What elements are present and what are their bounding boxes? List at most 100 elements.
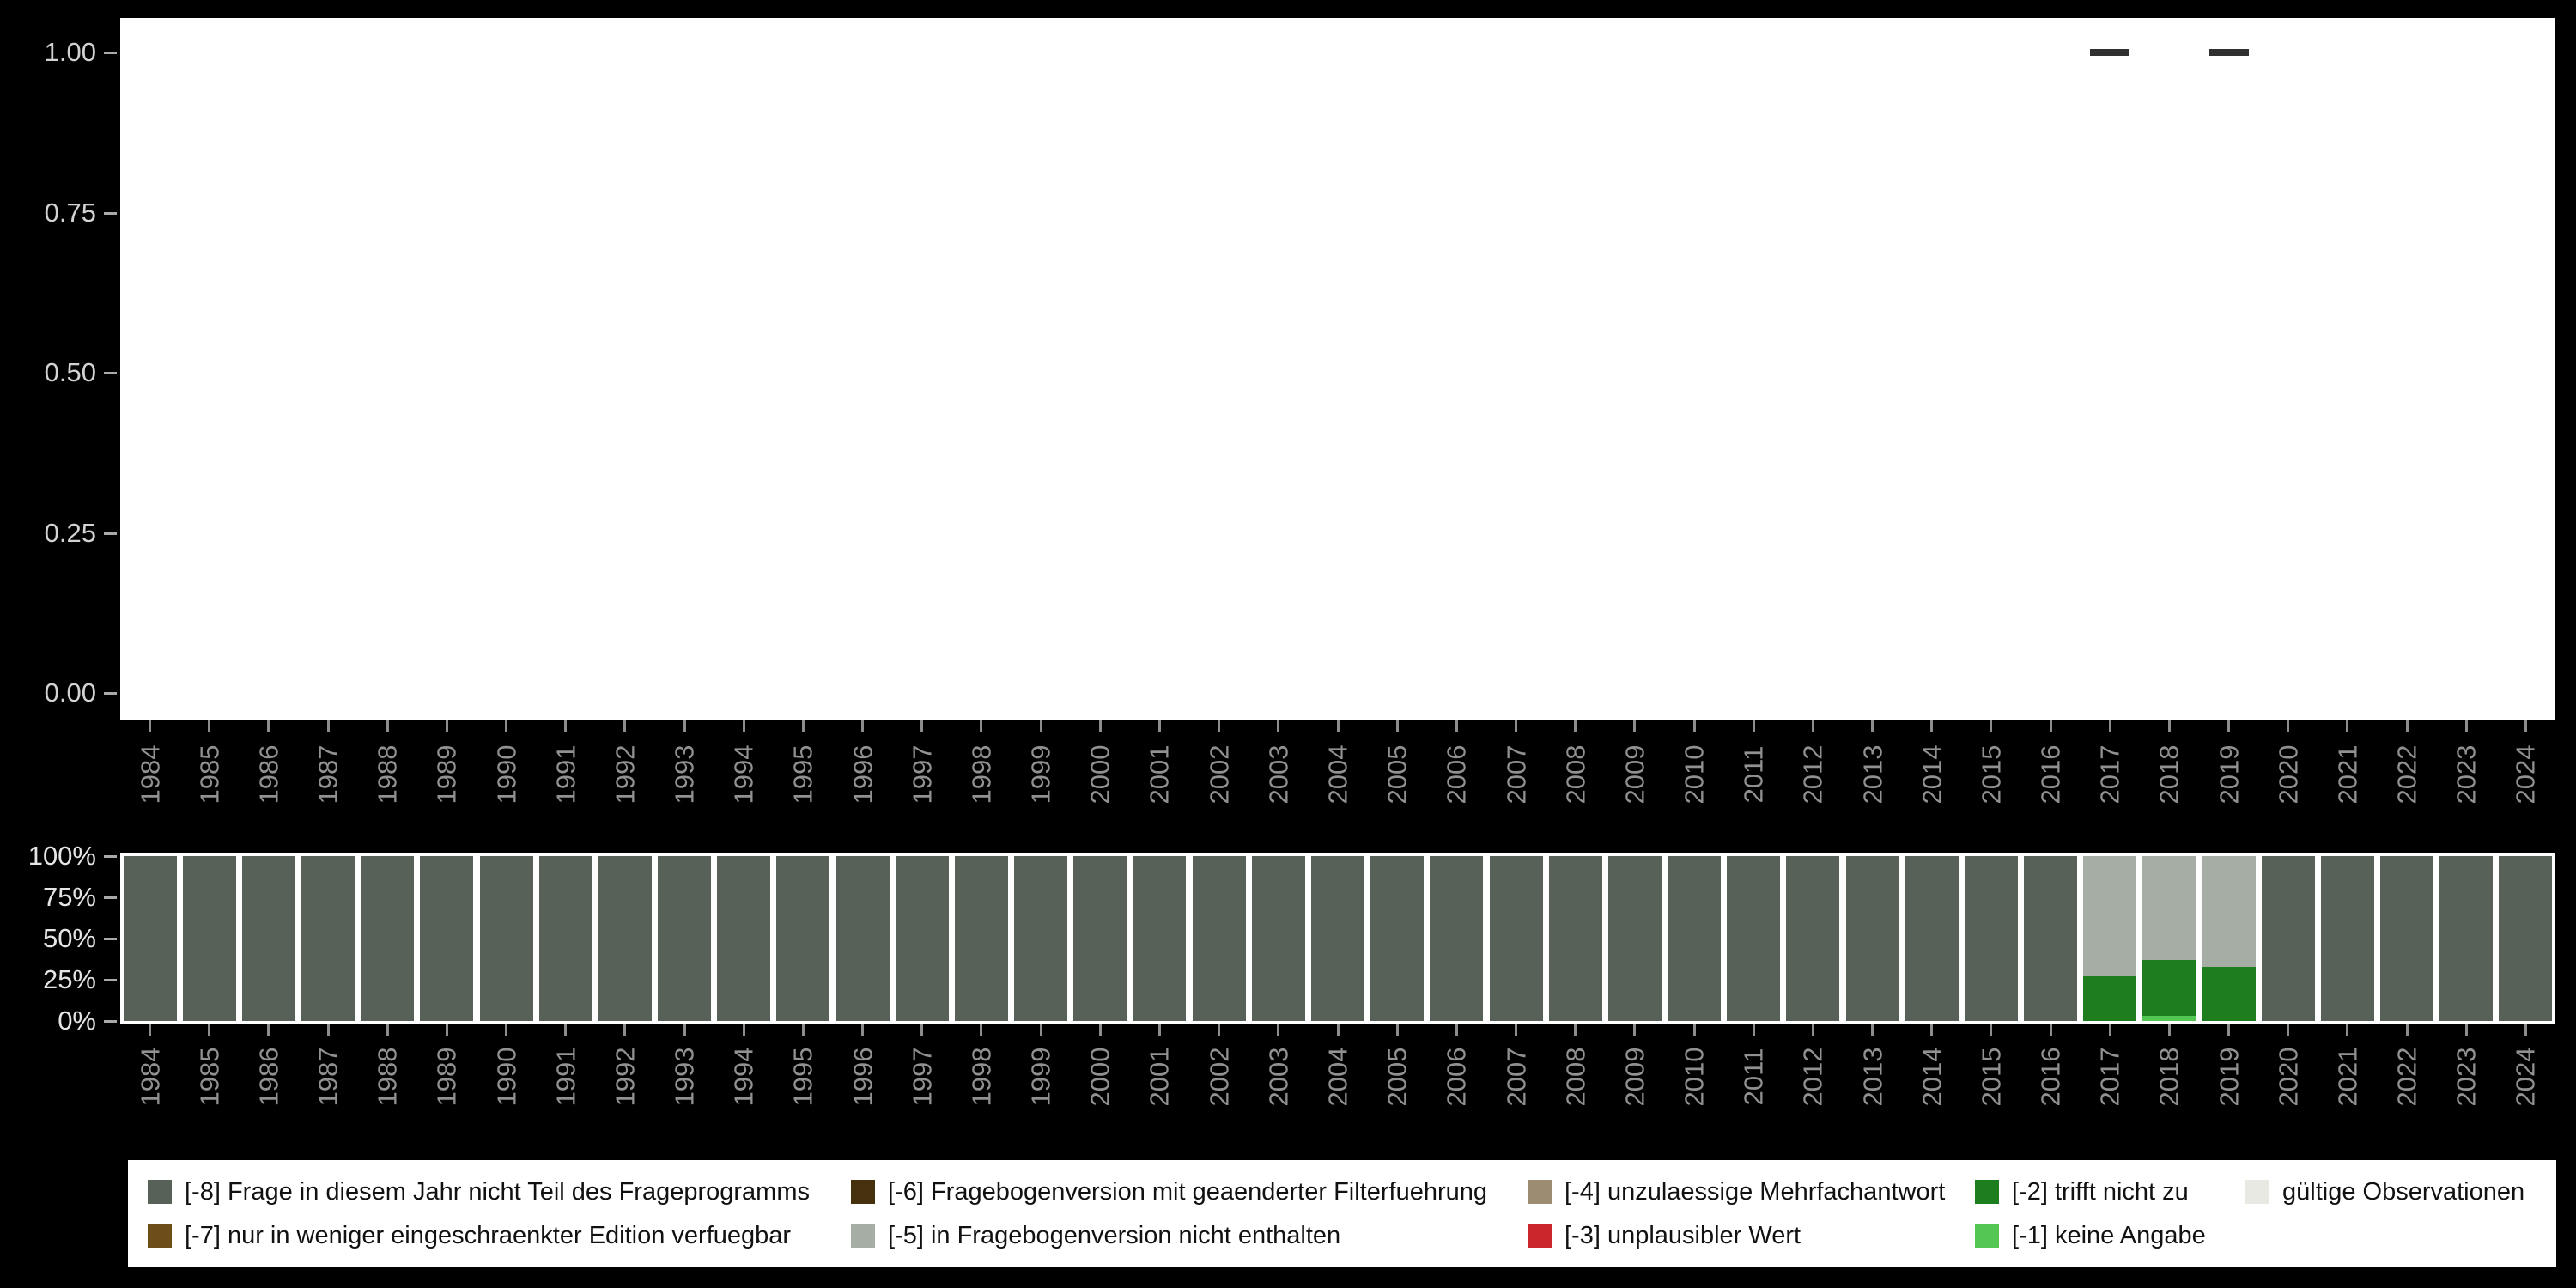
x-axis-tick-mark (2227, 1024, 2231, 1036)
bottom-y-tick-mark (104, 979, 117, 981)
x-axis-tick-mark (742, 1024, 745, 1036)
x-axis-tick-mark (742, 720, 745, 732)
legend-label-m8: [-8] Frage in diesem Jahr nicht Teil des… (185, 1177, 810, 1206)
bar-segment-m8 (1668, 856, 1722, 1021)
bar-segment-m8 (2380, 856, 2434, 1021)
top-y-tick-label: 1.00 (44, 37, 96, 67)
stacked-bar-1988 (361, 856, 415, 1021)
x-axis-tick-mark (980, 1024, 983, 1036)
bar-segment-m8 (895, 856, 949, 1021)
legend-label-m4: [-4] unzulaessige Mehrfachantwort (1564, 1177, 1946, 1206)
year-tick-label: 2013 (1857, 744, 1888, 805)
x-axis-tick-mark (1039, 1024, 1042, 1036)
x-axis-tick-mark (2405, 720, 2409, 732)
stacked-bar-2022 (2380, 856, 2434, 1021)
stacked-bar-1985 (182, 856, 236, 1021)
top-y-tick-mark (104, 532, 117, 535)
year-tick-label: 2003 (1263, 744, 1294, 805)
stacked-bar-2016 (2024, 856, 2078, 1021)
legend-item-valid: gültige Observationen (2245, 1178, 2524, 1206)
stacked-bar-2011 (1727, 856, 1781, 1021)
year-tick-label: 1994 (728, 744, 759, 805)
bottom-y-tick-label: 75% (42, 882, 96, 912)
year-tick-label: 2003 (1263, 1047, 1294, 1107)
x-axis-tick-mark (861, 1024, 865, 1036)
x-axis-tick-mark (2167, 720, 2171, 732)
legend-label-m5: [-5] in Fragebogenversion nicht enthalte… (888, 1221, 1341, 1249)
year-tick-label: 1999 (1025, 744, 1056, 805)
year-tick-label: 1984 (135, 1047, 166, 1107)
legend-item-m7: [-7] nur in weniger eingeschraenkter Edi… (148, 1222, 791, 1249)
x-axis-tick-mark (2167, 1024, 2171, 1036)
year-tick-label: 2020 (2273, 1047, 2304, 1107)
bottom-y-tick-label: 100% (27, 841, 96, 871)
bar-segment-m8 (1192, 856, 1246, 1021)
year-tick-label: 1993 (669, 744, 700, 805)
x-axis-tick-mark (208, 1024, 211, 1036)
bottom-y-tick-label: 0% (58, 1005, 96, 1036)
top-y-tick-mark (104, 692, 117, 695)
x-axis-tick-mark (1098, 720, 1102, 732)
stacked-bar-2010 (1668, 856, 1722, 1021)
x-axis-tick-mark (505, 1024, 508, 1036)
missing-values-panel (120, 853, 2555, 1024)
year-tick-label: 1994 (728, 1047, 759, 1107)
year-tick-label: 2017 (2094, 744, 2125, 805)
year-tick-label: 2006 (1441, 744, 1472, 805)
x-axis-tick-mark (326, 720, 330, 732)
x-axis-tick-mark (861, 720, 865, 732)
year-tick-label: 1999 (1025, 1047, 1056, 1107)
mean-per-year-panel (120, 18, 2555, 720)
year-tick-label: 1998 (966, 1047, 997, 1107)
stacked-bar-1987 (301, 856, 355, 1021)
year-tick-label: 1997 (907, 744, 938, 805)
legend-swatch-m3 (1528, 1224, 1552, 1248)
stacked-bar-2021 (2320, 856, 2374, 1021)
x-axis-tick-mark (920, 1024, 924, 1036)
legend-item-m1: [-1] keine Angabe (1975, 1222, 2206, 1249)
year-tick-label: 2001 (1144, 1047, 1175, 1107)
x-axis-tick-mark (1515, 720, 1517, 732)
bar-segment-m8 (658, 856, 712, 1021)
stacked-bar-2008 (1548, 856, 1602, 1021)
legend-item-m5: [-5] in Fragebogenversion nicht enthalte… (851, 1221, 1341, 1249)
x-axis-tick-mark (564, 1024, 568, 1036)
bar-segment-m8 (835, 856, 890, 1021)
bar-segment-m8 (1073, 856, 1127, 1021)
stacked-bar-1991 (538, 856, 592, 1021)
top-y-tick-label: 0.50 (44, 357, 96, 387)
legend-item-m6: [-6] Fragebogenversion mit geaenderter F… (851, 1178, 1487, 1206)
bar-segment-m8 (1489, 856, 1543, 1021)
year-tick-label: 2011 (1738, 745, 1769, 804)
x-axis-tick-mark (386, 720, 389, 732)
year-tick-label: 1986 (253, 744, 284, 805)
bar-segment-m5 (2202, 856, 2256, 967)
bottom-y-tick-label: 25% (42, 964, 96, 994)
x-axis-tick-mark (1336, 720, 1340, 732)
year-tick-label: 2024 (2510, 744, 2541, 805)
bar-segment-m8 (776, 856, 830, 1021)
year-tick-label: 1993 (669, 1047, 700, 1107)
stacked-bar-1995 (776, 856, 830, 1021)
bar-segment-m8 (1845, 856, 1899, 1021)
stacked-bar-1984 (123, 856, 177, 1021)
mean-dash-2017 (2090, 49, 2130, 56)
x-axis-tick-mark (267, 720, 270, 732)
year-tick-label: 1991 (550, 1047, 581, 1107)
year-tick-label: 1996 (848, 744, 878, 805)
year-tick-label: 1990 (491, 744, 522, 805)
stacked-bar-2009 (1607, 856, 1662, 1021)
year-tick-label: 2018 (2154, 1047, 2184, 1107)
year-tick-label: 2011 (1738, 1048, 1769, 1106)
bar-segment-m8 (1370, 856, 1425, 1021)
year-tick-label: 1984 (135, 744, 166, 805)
x-axis-tick-mark (1633, 720, 1637, 732)
year-tick-label: 2012 (1797, 744, 1828, 805)
x-axis-tick-mark (208, 720, 211, 732)
x-axis-tick-mark (1930, 720, 1934, 732)
x-axis-tick-mark (801, 1024, 805, 1036)
x-axis-tick-mark (1811, 1024, 1814, 1036)
bar-segment-m8 (538, 856, 592, 1021)
bar-segment-m8 (301, 856, 355, 1021)
